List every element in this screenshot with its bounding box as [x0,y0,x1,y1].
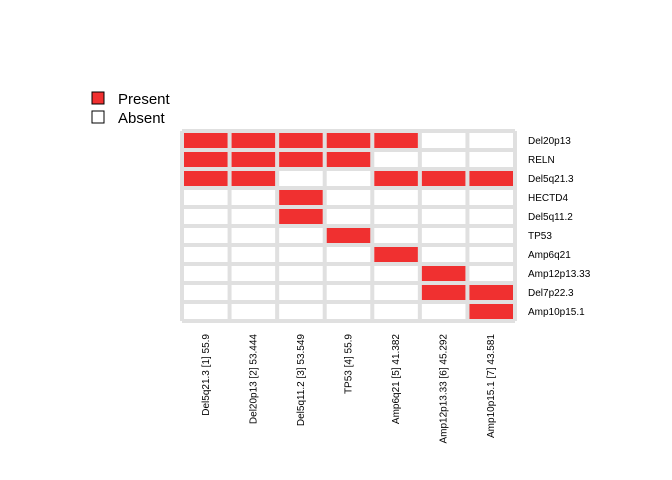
row-label: HECTD4 [528,193,568,204]
row-label: Amp12p13.33 [528,269,591,280]
row-label: Del5q21.3 [528,174,574,185]
heatmap-cell-present [184,152,228,167]
heatmap-cell-present [279,133,323,148]
heatmap-cells [184,133,513,319]
grid-hline [182,148,515,152]
heatmap-cell-present [231,133,276,148]
heatmap-cell-present [231,171,276,186]
heatmap-grid [180,129,517,323]
row-label: Del7p22.3 [528,288,574,299]
column-label: Del5q21.3 [1] 55.9 [201,334,212,416]
grid-hline [182,262,515,266]
grid-hline [182,224,515,228]
column-label: TP53 [4] 55.9 [344,334,355,394]
grid-hline [182,243,515,247]
heatmap-cell-present [374,247,418,262]
heatmap-cell-present [421,171,466,186]
legend-swatch-present [91,91,105,105]
row-label: Amp6q21 [528,250,571,261]
column-label: Amp6q21 [5] 41.382 [391,334,402,425]
heatmap-cell-present [374,133,418,148]
grid-hline [182,205,515,209]
grid-hline [182,129,515,133]
heatmap-cell-present [184,133,228,148]
column-label: Del20p13 [2] 53.444 [248,334,259,425]
legend-label-present: Present [118,91,171,108]
row-label: Del5q11.2 [528,212,573,223]
legend-swatch-absent [91,110,105,124]
column-label: Amp12p13.33 [6] 45.292 [439,334,450,444]
row-label: TP53 [528,231,552,242]
grid-hline [182,300,515,304]
row-label: Amp10p15.1 [528,307,585,318]
heatmap-cell-present [326,228,371,243]
heatmap-cell-present [374,171,418,186]
heatmap-cell-present [326,152,371,167]
heatmap-cell-present [469,304,513,319]
heatmap-cell-present [421,266,466,281]
grid-hline [182,281,515,285]
row-labels: Del20p13 RELN Del5q21.3 HECTD4 Del5q11.2 TP53… [528,136,591,318]
column-label: Del5q11.2 [3] 53.549 [296,334,307,427]
heatmap-cell-present [469,171,513,186]
heatmap-cell-present [231,152,276,167]
heatmap-cell-present [279,209,323,224]
heatmap-cell-present [326,133,371,148]
heatmap-cell-present [184,171,228,186]
heatmap-cell-present [469,285,513,300]
legend-label-absent: Absent [118,110,166,127]
column-label: Amp10p15.1 [7] 43.581 [486,334,497,438]
heatmap-cell-present [279,190,323,205]
heatmap-cell-present [421,285,466,300]
grid-hline [182,167,515,171]
row-label: RELN [528,155,555,166]
row-label: Del20p13 [528,136,571,147]
grid-hline [182,186,515,190]
legend: Present Absent [91,91,171,127]
grid-hline [182,319,515,323]
column-labels: Del5q21.3 [1] 55.9 Del20p13 [2] 53.444 Del… [201,334,497,444]
heatmap-cell-present [279,152,323,167]
